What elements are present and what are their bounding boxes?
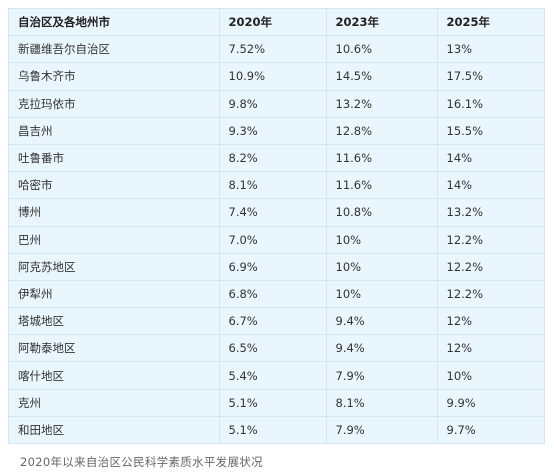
cell-region: 阿克苏地区 bbox=[9, 253, 220, 281]
cell-value-2020: 8.2% bbox=[219, 144, 327, 173]
cell-value-2025: 14% bbox=[437, 144, 544, 173]
cell-region: 喀什地区 bbox=[9, 361, 220, 390]
table-header: 自治区及各地州市 2020年 2023年 2025年 bbox=[9, 9, 544, 37]
cell-value-2025: 9.9% bbox=[437, 389, 544, 417]
cell-value-2023: 13.2% bbox=[326, 90, 438, 118]
cell-value-2025: 16.1% bbox=[437, 90, 544, 118]
cell-value-2020: 7.4% bbox=[219, 198, 327, 227]
cell-value-2020: 5.1% bbox=[219, 389, 327, 417]
cell-value-2023: 7.9% bbox=[326, 361, 438, 390]
cell-value-2025: 15.5% bbox=[437, 117, 544, 145]
cell-value-2020: 6.5% bbox=[219, 334, 327, 363]
cell-value-2020: 7.0% bbox=[219, 226, 327, 254]
cell-region: 伊犁州 bbox=[9, 280, 220, 309]
header-2020: 2020年 bbox=[219, 9, 327, 37]
cell-value-2025: 17.5% bbox=[437, 62, 544, 91]
table-row: 阿勒泰地区 6.5% 9.4% 12% bbox=[9, 334, 544, 363]
table-row: 昌吉州 9.3% 12.8% 15.5% bbox=[9, 117, 544, 145]
table-row: 伊犁州 6.8% 10% 12.2% bbox=[9, 280, 544, 309]
cell-value-2025: 10% bbox=[437, 361, 544, 390]
header-region: 自治区及各地州市 bbox=[9, 9, 220, 37]
table-row: 阿克苏地区 6.9% 10% 12.2% bbox=[9, 253, 544, 281]
cell-value-2020: 6.9% bbox=[219, 253, 327, 281]
cell-value-2020: 5.4% bbox=[219, 361, 327, 390]
cell-value-2025: 13.2% bbox=[437, 198, 544, 227]
cell-value-2025: 12% bbox=[437, 334, 544, 363]
cell-value-2025: 12.2% bbox=[437, 226, 544, 254]
science-literacy-table: 自治区及各地州市 2020年 2023年 2025年 新疆维吾尔自治区 7.52%… bbox=[9, 9, 544, 443]
cell-value-2023: 9.4% bbox=[326, 307, 438, 336]
table-row: 塔城地区 6.7% 9.4% 12% bbox=[9, 307, 544, 336]
table-row: 克州 5.1% 8.1% 9.9% bbox=[9, 389, 544, 417]
table-row: 博州 7.4% 10.8% 13.2% bbox=[9, 198, 544, 227]
cell-value-2025: 12.2% bbox=[437, 280, 544, 309]
cell-value-2025: 14% bbox=[437, 171, 544, 200]
table-row: 巴州 7.0% 10% 12.2% bbox=[9, 226, 544, 254]
table-row: 吐鲁番市 8.2% 11.6% 14% bbox=[9, 144, 544, 173]
cell-region: 哈密市 bbox=[9, 171, 220, 200]
cell-value-2020: 10.9% bbox=[219, 62, 327, 91]
cell-value-2020: 9.8% bbox=[219, 90, 327, 118]
cell-region: 克拉玛依市 bbox=[9, 90, 220, 118]
cell-value-2020: 9.3% bbox=[219, 117, 327, 145]
cell-region: 吐鲁番市 bbox=[9, 144, 220, 173]
cell-value-2025: 9.7% bbox=[446, 422, 476, 437]
cell-value-2025: 13% bbox=[437, 35, 544, 64]
cell-value-2025: 12.2% bbox=[437, 253, 544, 281]
cell-value-2020: 6.8% bbox=[219, 280, 327, 309]
table-caption: 2020年以来自治区公民科学素质水平发展状况 bbox=[20, 455, 263, 469]
data-table-container: 自治区及各地州市 2020年 2023年 2025年 新疆维吾尔自治区 7.52%… bbox=[8, 8, 545, 444]
cell-region: 巴州 bbox=[9, 226, 220, 254]
cell-value-2023: 10% bbox=[326, 226, 438, 254]
table-row: 喀什地区 5.4% 7.9% 10% bbox=[9, 361, 544, 390]
cell-value-2023: 11.6% bbox=[326, 171, 438, 200]
table-row: 新疆维吾尔自治区 7.52% 10.6% 13% bbox=[9, 35, 544, 64]
cell-value-2025: 12% bbox=[437, 307, 544, 336]
table-row: 乌鲁木齐市 10.9% 14.5% 17.5% bbox=[9, 62, 544, 91]
table-row: 和田地区 5.1% 7.9% 9.7% bbox=[9, 416, 544, 443]
cell-region: 阿勒泰地区 bbox=[9, 334, 220, 363]
cell-region: 和田地区 bbox=[9, 416, 220, 443]
cell-value-2020: 8.1% bbox=[219, 171, 327, 200]
cell-value-2020: 7.52% bbox=[219, 35, 327, 64]
cell-value-2023: 9.4% bbox=[326, 334, 438, 363]
cell-region: 塔城地区 bbox=[9, 307, 220, 336]
table-body: 新疆维吾尔自治区 7.52% 10.6% 13% 乌鲁木齐市 10.9% 14.5% 17.5… bbox=[9, 35, 544, 443]
cell-value-2023: 10% bbox=[326, 280, 438, 309]
cell-region: 乌鲁木齐市 bbox=[9, 62, 220, 91]
cell-value-2023: 8.1% bbox=[326, 389, 438, 417]
cell-value-2023: 11.6% bbox=[326, 144, 438, 173]
header-row: 自治区及各地州市 2020年 2023年 2025年 bbox=[9, 9, 544, 37]
cell-value-2023: 12.8% bbox=[326, 117, 438, 145]
cell-region: 博州 bbox=[9, 198, 220, 227]
cell-value-2023: 14.5% bbox=[326, 62, 438, 91]
table-row: 哈密市 8.1% 11.6% 14% bbox=[9, 171, 544, 200]
cell-region: 昌吉州 bbox=[9, 117, 220, 145]
cell-value-2023: 10.6% bbox=[326, 35, 438, 64]
header-2023: 2023年 bbox=[326, 9, 438, 37]
table-row: 克拉玛依市 9.8% 13.2% 16.1% bbox=[9, 90, 544, 118]
cell-value-2023: 10.8% bbox=[326, 198, 438, 227]
header-2025: 2025年 bbox=[437, 9, 544, 37]
cell-region: 新疆维吾尔自治区 bbox=[9, 35, 220, 64]
cell-value-2020: 5.1% bbox=[219, 416, 327, 443]
cell-value-2023: 10% bbox=[326, 253, 438, 281]
cell-region: 克州 bbox=[9, 389, 220, 417]
cell-value-2020: 6.7% bbox=[219, 307, 327, 336]
cell-value-2023: 7.9% bbox=[326, 416, 438, 443]
